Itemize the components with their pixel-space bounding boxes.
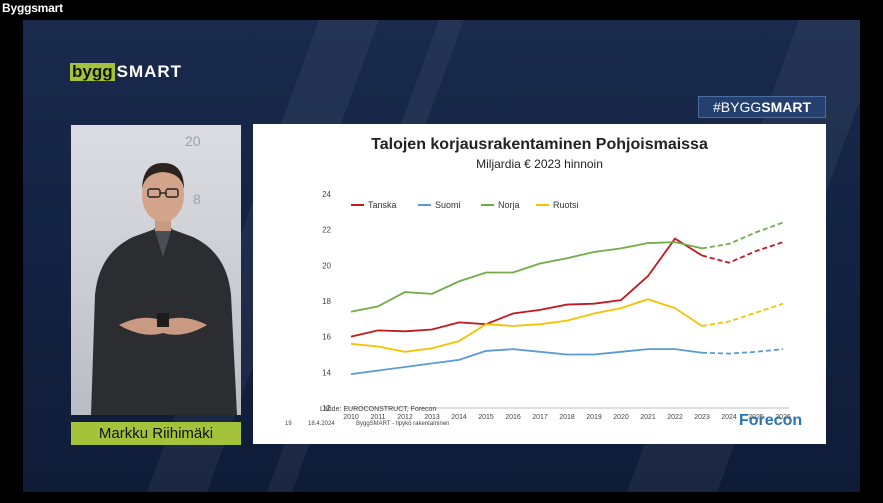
legend-label-suomi: Suomi (435, 200, 461, 210)
x-tick-label: 2024 (721, 414, 737, 421)
series-forecast-suomi (701, 348, 784, 355)
x-tick-label: 2019 (586, 414, 602, 421)
presentation-stage: bygg SMART #BYGGSMART 20 8 Markku Riihim… (23, 20, 860, 492)
x-tick-label: 2010 (343, 414, 359, 421)
speaker-figure (91, 163, 237, 415)
presentation-slide: Talojen korjausrakentaminen Pohjoismaiss… (253, 124, 826, 444)
series-forecast-tanska (701, 241, 784, 264)
chart-title: Talojen korjausrakentaminen Pohjoismaiss… (371, 136, 708, 153)
logo-part-bygg: bygg (70, 62, 115, 81)
series-forecast-ruotsi (701, 302, 784, 327)
hashtag-badge: #BYGGSMART (698, 96, 826, 118)
series-line-norja (350, 241, 703, 313)
x-tick-label: 2018 (559, 414, 575, 421)
x-tick-label: 2014 (451, 414, 467, 421)
y-tick-label: 12 (322, 404, 331, 413)
x-tick-label: 2016 (505, 414, 521, 421)
y-tick-label: 18 (322, 297, 331, 306)
background-number: 20 (185, 133, 201, 149)
chart-source: Lähde: EUROCONSTRUCT, Forecon (320, 406, 437, 413)
forecon-logo: Forecon (739, 412, 803, 429)
slide-footer-text: ByggSMART - Ilpykö rakentaminen (356, 421, 450, 427)
series-line-ruotsi (350, 298, 703, 353)
x-tick-label: 2022 (667, 414, 683, 421)
byggsmart-logo: bygg SMART (70, 62, 182, 82)
legend-label-norja: Norja (498, 200, 520, 210)
series-line-suomi (350, 348, 703, 376)
background-number: 8 (193, 191, 201, 207)
x-tick-label: 2013 (424, 414, 440, 421)
x-tick-label: 2012 (397, 414, 413, 421)
legend-label-tanska: Tanska (368, 200, 397, 210)
x-tick-label: 2017 (532, 414, 548, 421)
series-forecast-norja (701, 221, 784, 250)
x-tick-label: 2015 (478, 414, 494, 421)
x-tick-label: 2026 (775, 414, 791, 421)
hashtag-prefix: #BYGG (712, 99, 762, 115)
speaker-name-plate: Markku Riihimäki (71, 422, 241, 445)
y-tick-label: 14 (322, 368, 331, 377)
window-title: Byggsmart (2, 1, 63, 15)
speaker-video: 20 8 (71, 125, 241, 415)
x-tick-label: 2021 (640, 414, 656, 421)
window-title-bar: Byggsmart (0, 0, 883, 18)
hashtag-bold: SMART (761, 99, 812, 115)
slide-page-number: 19 (285, 421, 292, 427)
y-tick-label: 16 (322, 333, 331, 342)
y-tick-label: 24 (322, 190, 331, 199)
x-tick-label: 2011 (370, 414, 385, 421)
y-tick-label: 20 (322, 261, 331, 270)
legend-label-ruotsi: Ruotsi (553, 200, 579, 210)
y-tick-label: 22 (322, 226, 331, 235)
chart-subtitle: Miljardia € 2023 hinnoin (476, 157, 603, 171)
x-tick-label: 2020 (613, 414, 629, 421)
x-tick-label: 2023 (694, 414, 710, 421)
logo-part-smart: SMART (116, 62, 183, 81)
series-line-tanska (350, 237, 703, 338)
x-tick-label: 2025 (748, 414, 764, 421)
slide-date: 18.4.2024 (308, 421, 335, 427)
